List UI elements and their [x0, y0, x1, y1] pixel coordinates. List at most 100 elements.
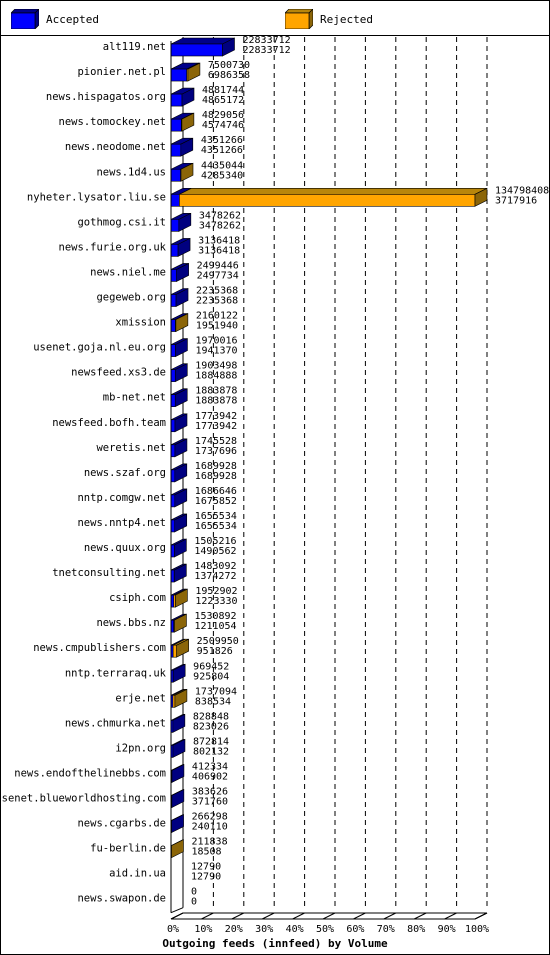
- bar-accepted: [170, 444, 176, 458]
- value-label-accepted: 4285340: [201, 170, 243, 181]
- value-label-accepted: 2235368: [196, 296, 238, 307]
- x-tick-label: 90%: [438, 924, 456, 935]
- category-label: news.szaf.org: [84, 467, 166, 479]
- bar-side: [174, 413, 188, 433]
- value-label-offered: 1505216: [194, 536, 236, 547]
- x-tick-label: 100%: [465, 924, 489, 935]
- bar-accepted: [170, 43, 223, 57]
- category-label: mb-net.net: [103, 392, 166, 404]
- x-tick-label: 20%: [225, 924, 243, 935]
- value-label-accepted: 1490562: [194, 546, 236, 557]
- value-label-accepted: 1884888: [195, 371, 237, 382]
- category-label: csiph.com: [109, 592, 166, 604]
- bar-side: [171, 814, 184, 834]
- category-label: news.furie.org.uk: [59, 241, 167, 253]
- category-label: weretis.net: [96, 442, 166, 454]
- x-tick-mark: [474, 912, 488, 920]
- category-label: news.chmurka.net: [65, 717, 166, 729]
- value-label-accepted: 1211054: [194, 621, 236, 632]
- bar-rejected-top: [179, 188, 488, 195]
- value-label-accepted: 1675852: [195, 496, 237, 507]
- value-label-offered: 4829056: [202, 110, 244, 121]
- bar-side: [171, 839, 184, 859]
- value-label-accepted: 1223330: [195, 596, 237, 607]
- value-label-accepted: 4574746: [202, 120, 244, 131]
- x-tick-label: 10%: [194, 924, 212, 935]
- value-label-offered: 22833712: [242, 35, 290, 46]
- value-label-accepted: 3136418: [198, 245, 240, 256]
- category-label: usenet.blueworldhosting.com: [1, 793, 166, 805]
- bar-side: [177, 237, 191, 257]
- x-tick-mark: [322, 912, 336, 920]
- legend-accepted-label: Accepted: [46, 12, 99, 26]
- x-tick-mark: [231, 912, 245, 920]
- bar-side: [174, 463, 188, 483]
- value-label-offered: 872814: [193, 736, 229, 747]
- legend-item-rejected: Rejected: [285, 7, 373, 31]
- category-label: news.tomockey.net: [59, 116, 166, 128]
- category-label: xmission: [115, 317, 166, 329]
- bar-accepted: [170, 294, 177, 307]
- category-label: news.cmpublishers.com: [33, 642, 166, 654]
- value-label-offered: 1655534: [195, 511, 237, 522]
- value-label-offered: 2160122: [196, 311, 238, 322]
- value-label-accepted: 1655534: [195, 521, 237, 532]
- legend: Accepted Rejected: [1, 1, 549, 36]
- bar-accepted: [170, 469, 176, 483]
- x-tick-mark: [261, 912, 275, 920]
- bar-side: [175, 588, 188, 608]
- bar-accepted: [170, 194, 180, 207]
- value-label-offered: 969452: [193, 661, 229, 672]
- value-label-offered: 3136418: [198, 235, 240, 246]
- category-label: gegeweb.org: [96, 292, 166, 304]
- category-label: news.quux.org: [84, 542, 166, 554]
- category-label: aid.in.ua: [109, 868, 166, 880]
- category-label: news.swapon.de: [77, 893, 166, 905]
- bar-side: [175, 313, 189, 333]
- x-tick-label: 80%: [407, 924, 425, 935]
- bar-side: [174, 388, 188, 408]
- value-label-offered: 1773942: [195, 411, 237, 422]
- x-tick-mark: [413, 912, 427, 920]
- x-tick-label: 0%: [167, 924, 179, 935]
- category-label: news.endofthelinebbs.com: [14, 767, 166, 779]
- bar-accepted: [170, 168, 181, 182]
- x-tick-mark: [170, 912, 184, 920]
- bar-accepted: [170, 68, 188, 82]
- value-label-offered: 1530892: [194, 611, 236, 622]
- legend-rejected-label: Rejected: [320, 12, 373, 26]
- bar-side: [176, 262, 189, 282]
- bar-rejected: [172, 694, 176, 708]
- bar-side: [174, 488, 188, 508]
- category-label: news.1d4.us: [96, 166, 166, 178]
- category-label: news.neodome.net: [65, 141, 166, 153]
- category-label: i2pn.org: [115, 742, 166, 754]
- category-label: pionier.net.pl: [77, 66, 166, 78]
- value-label-accepted: 1773942: [195, 421, 237, 432]
- bar-side: [172, 738, 186, 758]
- value-label-offered: 2509950: [197, 636, 239, 647]
- value-label-offered: 211838: [191, 837, 227, 848]
- bar-accepted: [170, 219, 180, 232]
- value-label-accepted: 925804: [193, 671, 229, 682]
- x-tick-label: 40%: [286, 924, 304, 935]
- bar-accepted: [170, 369, 176, 382]
- bar-accepted: [170, 344, 176, 357]
- bar-side: [180, 137, 194, 157]
- value-label-offered: 1745528: [195, 436, 237, 447]
- bar-side: [181, 87, 195, 107]
- value-label-offered: 12790: [191, 862, 221, 873]
- bar-accepted: [170, 244, 179, 257]
- value-label-accepted: 406902: [192, 771, 228, 782]
- category-label: news.niel.me: [90, 266, 166, 278]
- category-label: news.nntp4.net: [77, 517, 166, 529]
- category-label: newsfeed.bofh.team: [52, 417, 166, 429]
- bars: [170, 37, 488, 859]
- bar-accepted: [170, 519, 176, 533]
- x-tick-label: 60%: [346, 924, 364, 935]
- bar-side: [171, 763, 185, 783]
- value-label-accepted: 838534: [195, 696, 231, 707]
- category-label: fu-berlin.de: [90, 843, 166, 855]
- category-label: news.cgarbs.de: [77, 818, 166, 830]
- bar-side: [174, 438, 188, 458]
